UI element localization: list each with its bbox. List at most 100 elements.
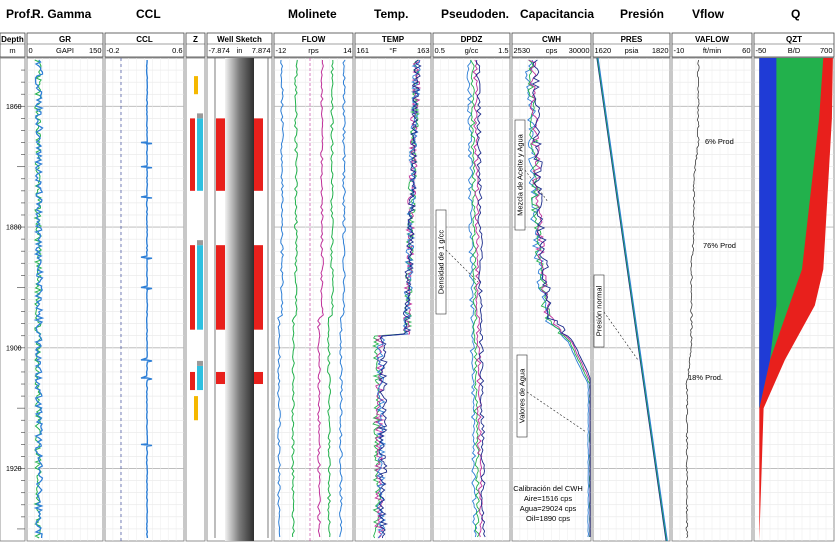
annotation-prod-18: 18% Prod.: [688, 373, 723, 382]
scale-unit: psia: [625, 46, 640, 55]
track-header-label: Well Sketch: [217, 35, 262, 44]
scale-min: 0.5: [435, 46, 445, 55]
track-header-label: Z: [193, 35, 198, 44]
z-zone-cyan: [197, 245, 203, 330]
calibration-line-3: Oil=1890 cps: [526, 514, 570, 523]
group-title-2: CCL: [136, 7, 161, 21]
perforation-mark: [254, 245, 263, 330]
temp-pass-2: [376, 60, 421, 539]
track-header-label: CCL: [136, 35, 153, 44]
annotation-prod-6: 6% Prod: [705, 137, 734, 146]
dpdz-pass-0: [466, 59, 478, 538]
scale-max: 163: [417, 46, 430, 55]
scale-min: -7.874: [209, 46, 230, 55]
z-zone-gray-cap: [197, 360, 203, 366]
track-header-label: VAFLOW: [695, 35, 730, 44]
scale-unit: GAPI: [56, 46, 74, 55]
cwh-pass-3: [531, 59, 591, 537]
annotation-mezcla: Mezcla de Aceite y Agua: [514, 119, 526, 231]
calibration-line-0: Calibración del CWH: [513, 484, 583, 493]
flow-pass-2: [317, 60, 324, 538]
perforation-mark: [216, 371, 225, 385]
track-header-box: [0, 32, 26, 58]
track-header-box: [354, 32, 432, 58]
gr-curve-blue: [33, 59, 45, 539]
scale-unit: g/cc: [465, 46, 479, 55]
arrow-mezcla: [524, 169, 549, 203]
z-zone-yellow: [194, 396, 198, 421]
group-title-8: Vflow: [692, 7, 725, 21]
group-title-3: Molinete: [288, 7, 337, 21]
arrow-presion-normal: [603, 311, 639, 361]
scale-max: 60: [742, 46, 750, 55]
depth-unit: m: [9, 46, 15, 55]
depth-tick-label: 1900: [6, 345, 22, 352]
track-header-box: [511, 32, 592, 58]
scale-max: 30000: [569, 46, 590, 55]
perforation-mark: [254, 371, 263, 385]
scale-unit: ft/min: [703, 46, 721, 55]
qzt-fill-blue: [759, 58, 777, 541]
track-header-box: [26, 32, 104, 58]
track-header-label: DPDZ: [461, 35, 483, 44]
scale-min: -10: [674, 46, 685, 55]
dpdz-pass-1: [470, 59, 481, 538]
annotation-presion-normal-box: [593, 274, 605, 348]
scale-min: 1620: [595, 46, 612, 55]
cwh-pass-0: [524, 60, 589, 538]
z-zone-yellow: [194, 76, 198, 95]
scale-max: 7.874: [252, 46, 271, 55]
annotations: Densidad de 1 g/cc Mezcla de Aceite y Agu…: [435, 119, 736, 523]
group-titles: Prof.R. Gamma CCL Molinete Temp. Pseudoden. C…: [6, 7, 800, 21]
z-zone-red: [190, 118, 195, 191]
annotation-presion-normal: Presión normal: [593, 274, 605, 348]
annotation-valores-agua: Valores de Agua: [516, 354, 528, 438]
scale-min: 161: [357, 46, 370, 55]
ccl-curve: [140, 60, 153, 539]
track-header-box: [432, 32, 511, 58]
annotation-presion-normal-text: Presión normal: [595, 285, 604, 336]
track-header-label: QZT: [786, 35, 802, 44]
track-header-label: TEMP: [382, 35, 405, 44]
annotation-densidad-box: [435, 209, 447, 315]
scale-unit: cps: [546, 46, 558, 55]
calibration-line-2: Agua=29024 cps: [520, 504, 577, 513]
track-header-box: [592, 32, 671, 58]
scale-max: 1.5: [498, 46, 508, 55]
track-header-label: CWH: [542, 35, 561, 44]
scale-min: -50: [756, 46, 767, 55]
scale-min: -12: [276, 46, 287, 55]
pres-pass-1: [597, 57, 668, 542]
scale-min: -0.2: [107, 46, 120, 55]
flow-pass-3: [327, 59, 334, 538]
gr-curve-green: [33, 59, 43, 539]
scale-min: 2530: [514, 46, 531, 55]
flow-pass-4: [339, 59, 346, 538]
well-casing: [225, 58, 254, 541]
perforation-mark: [254, 118, 263, 191]
track-header-box: [185, 32, 206, 58]
flow-pass-0: [277, 59, 284, 538]
scale-unit: B/D: [788, 46, 801, 55]
annotation-densidad-text: Densidad de 1 g/cc: [437, 230, 446, 294]
track-header-box: [753, 32, 835, 58]
scale-unit: rps: [308, 46, 319, 55]
annotation-mezcla-text: Mezcla de Aceite y Agua: [516, 133, 525, 216]
group-title-4: Temp.: [374, 7, 408, 21]
annotation-mezcla-box: [514, 119, 526, 231]
track-header-label: PRES: [621, 35, 643, 44]
annotation-prod-76: 76% Prod: [703, 241, 736, 250]
track-header-box: [206, 32, 273, 58]
scale-max: 0.6: [172, 46, 182, 55]
z-zone-cyan: [197, 118, 203, 191]
track-header-label: Depth: [1, 35, 24, 44]
group-title-9: Q: [791, 7, 800, 21]
track-header-box: [273, 32, 354, 58]
pres-pass-2: [597, 57, 668, 542]
temp-pass-3: [377, 59, 422, 539]
annotation-valores-agua-box: [516, 354, 528, 438]
group-title-7: Presión: [620, 7, 664, 21]
track-header-label: FLOW: [302, 35, 326, 44]
z-zone-gray-cap: [197, 240, 203, 246]
